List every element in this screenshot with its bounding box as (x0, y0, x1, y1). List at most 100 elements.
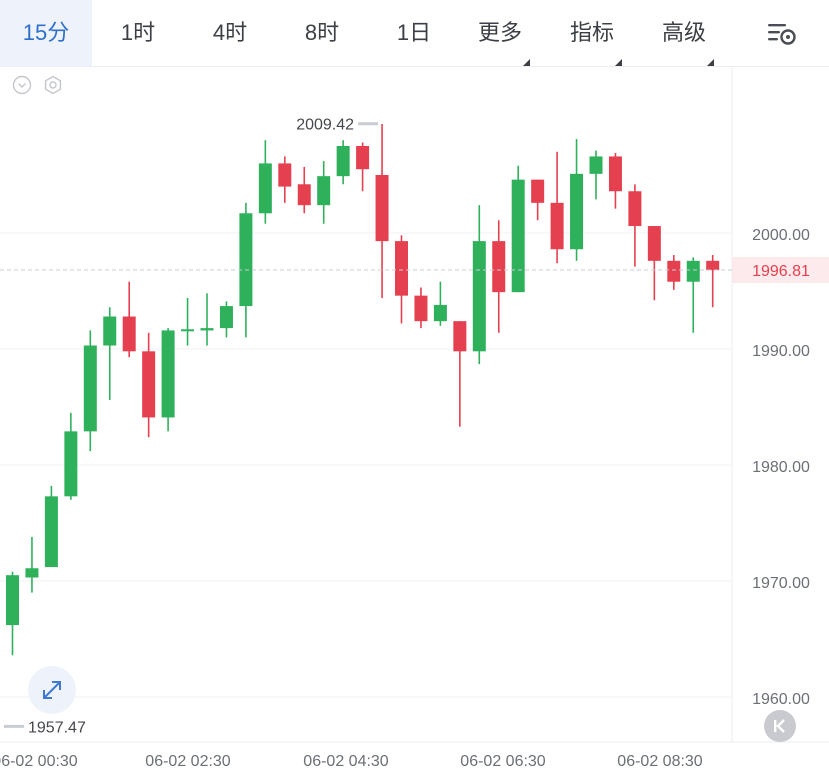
candle (492, 220, 506, 333)
candle-body (608, 156, 622, 192)
tab-label: 更多 (477, 20, 522, 45)
tab-label-more: 更多 (477, 20, 530, 66)
tab-1day[interactable]: 1日 (368, 0, 460, 66)
candle-body (667, 260, 681, 282)
candle (278, 156, 292, 203)
candle-body (200, 328, 214, 331)
candle (472, 205, 486, 365)
low-price-label: 1957.47 (28, 719, 86, 736)
candle-body (647, 226, 661, 261)
collapse-button[interactable] (12, 75, 32, 95)
candle (64, 412, 78, 500)
chart-settings-icon (768, 24, 796, 45)
candle (44, 485, 58, 568)
candle (200, 293, 214, 346)
x-tick-label: 06-02 08:30 (617, 753, 703, 770)
expand-button[interactable] (28, 666, 76, 714)
tab-label: 1日 (396, 20, 432, 45)
candle (511, 165, 525, 293)
expand-icon (43, 681, 61, 699)
candle-body (453, 321, 467, 352)
candle-body (706, 260, 720, 271)
tab-8hour[interactable]: 8时 (276, 0, 368, 66)
candle (686, 257, 700, 333)
dropdown-triangle-icon (707, 59, 714, 66)
candle-body (6, 575, 19, 626)
x-tick-label: 06-02 04:30 (303, 753, 389, 770)
candle (297, 166, 311, 214)
candle (83, 330, 97, 452)
current-price-label: 1996.81 (752, 263, 810, 280)
tab-label: 指标 (569, 20, 614, 45)
y-tick-label: 1990.00 (752, 343, 810, 360)
candle-body (181, 329, 195, 332)
chevron-down-circle-icon (12, 75, 32, 95)
candle-body (492, 241, 506, 293)
candle (317, 161, 331, 224)
tab-label-advanced: 高级 (661, 20, 714, 66)
tab-label: 4时 (212, 20, 248, 45)
candle (336, 140, 350, 185)
candle-body (83, 345, 97, 432)
candle-body (103, 316, 117, 346)
candle (6, 571, 19, 656)
candle-body (25, 568, 39, 578)
skip-to-latest-icon (774, 719, 785, 733)
tab-4hour[interactable]: 4时 (184, 0, 276, 66)
candle-body (356, 146, 370, 170)
tab-more[interactable]: 更多 (462, 0, 538, 66)
tab-advanced[interactable]: 高级 (646, 0, 722, 66)
y-tick-label: 1960.00 (752, 691, 810, 708)
tab-label-indicators: 指标 (569, 20, 622, 66)
candle-body (122, 316, 136, 352)
candle (628, 184, 642, 267)
candlestick-chart[interactable]: 2000.00 1990.00 1980.00 1970.00 1960.00 1996.… (0, 66, 829, 775)
candle (258, 140, 272, 224)
candle-body (570, 173, 584, 250)
candle (356, 142, 370, 192)
candle-body (531, 179, 545, 203)
candle-body (375, 175, 389, 242)
y-tick-label: 2000.00 (752, 227, 810, 244)
candle-body (161, 330, 175, 418)
tab-15min[interactable]: 15分 (0, 0, 92, 66)
candle (414, 287, 428, 329)
candle (706, 255, 720, 308)
high-price-label: 2009.42 (296, 117, 354, 134)
chart-settings-button[interactable] (766, 20, 798, 48)
chart-settings-mini-button[interactable] (43, 75, 63, 95)
x-tick-label: 06-02 06:30 (460, 753, 546, 770)
candle (608, 152, 622, 209)
candle-body (628, 191, 642, 227)
x-tick-label: 06-02 02:30 (145, 753, 231, 770)
candle (219, 301, 233, 338)
hexagon-gear-icon (44, 75, 62, 95)
y-tick-label: 1980.00 (752, 459, 810, 476)
candle-body (686, 260, 700, 282)
candle-body (414, 295, 428, 322)
candle-body (142, 351, 156, 418)
y-tick-label: 1970.00 (752, 575, 810, 592)
tab-label: 高级 (661, 20, 706, 45)
dropdown-triangle-icon (615, 59, 622, 66)
candle-body (297, 184, 311, 206)
candle (395, 235, 408, 324)
candle (667, 255, 681, 290)
candle-body (239, 213, 253, 307)
candle (25, 536, 39, 593)
candle (433, 281, 447, 326)
candle (375, 123, 389, 298)
candle (161, 328, 175, 432)
candle-body (589, 156, 603, 174)
candle-body (336, 146, 350, 177)
skip-to-latest-button[interactable] (764, 710, 796, 742)
candle-body (550, 202, 564, 250)
candle-body (317, 176, 331, 206)
x-tick-label: 06-02 00:30 (0, 753, 78, 770)
candle (647, 226, 661, 301)
tab-indicators[interactable]: 指标 (554, 0, 630, 66)
candle-body (472, 241, 486, 352)
tab-1hour[interactable]: 1时 (92, 0, 184, 66)
tab-label: 15分 (22, 20, 70, 45)
chart-canvas[interactable]: 2000.00 1990.00 1980.00 1970.00 1960.00 1996.… (0, 66, 829, 775)
